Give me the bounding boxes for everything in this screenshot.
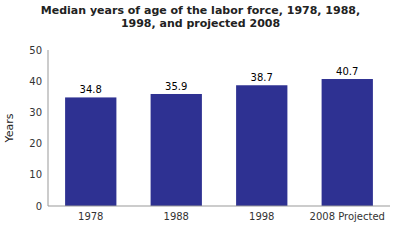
bar: [236, 85, 287, 206]
chart: Median years of age of the labor force, …: [0, 0, 401, 238]
title-line: 1998, and projected 2008: [121, 17, 280, 30]
y-tick-label: 40: [29, 76, 42, 87]
y-tick-label: 30: [29, 107, 42, 118]
data-label: 40.7: [336, 66, 358, 77]
title: Median years of age of the labor force, …: [41, 4, 360, 30]
title-line: Median years of age of the labor force, …: [41, 4, 360, 17]
x-axis-line: [48, 206, 390, 207]
y-tick-label: 0: [36, 201, 42, 212]
x-tick-label: 1998: [249, 211, 274, 222]
x-tick-label: 1988: [164, 211, 189, 222]
bar: [322, 79, 373, 206]
x-tick-label: 2008 Projected: [310, 211, 385, 222]
y-axis-line: [48, 50, 49, 206]
bar: [151, 94, 202, 206]
data-label: 35.9: [165, 81, 187, 92]
y-tick-label: 50: [29, 45, 42, 56]
data-label: 38.7: [251, 72, 273, 83]
y-tick-label: 20: [29, 138, 42, 149]
x-tick-label: 1978: [78, 211, 103, 222]
bars: [65, 79, 373, 206]
y-tick-label: 10: [29, 169, 42, 180]
bar: [65, 97, 116, 206]
data-label: 34.8: [80, 84, 102, 95]
y-axis-label: Years: [3, 113, 16, 143]
